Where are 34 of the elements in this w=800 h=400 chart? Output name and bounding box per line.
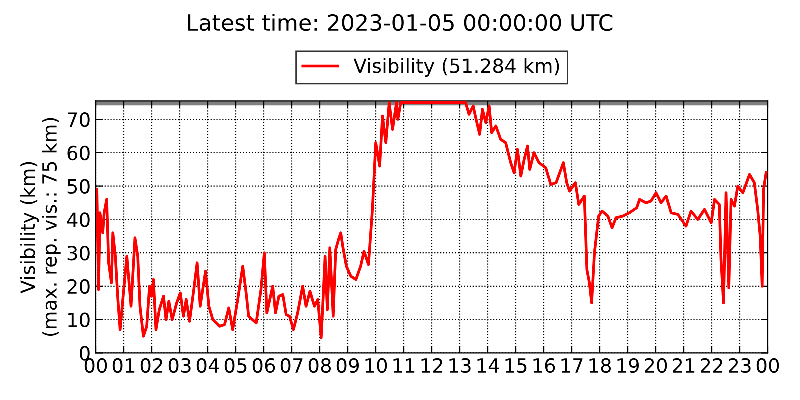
x-tick-label: 17 [562,358,583,373]
x-tick-label: 16 [534,358,556,374]
x-tick-label: 11 [394,358,415,373]
y-tick-label: 50 [68,179,90,194]
x-tick-label: 04 [196,358,220,374]
x-tick-label: 05 [224,358,247,374]
x-tick-label: 03 [168,358,191,374]
y-tick-label: 30 [68,246,90,261]
y-tick-label: 10 [68,312,90,328]
chart-title: Latest time: 2023-01-05 00:00:00 UTC [188,14,613,32]
x-tick-label: 14 [478,358,500,373]
x-tick-label: 10 [366,358,388,374]
x-tick-label: 02 [140,358,162,374]
y-tick-label: 40 [67,212,90,228]
x-tick-label: 13 [450,358,471,374]
x-tick-label: 23 [729,358,751,374]
x-tick-label: 08 [308,358,332,374]
y-tick-label: 20 [68,279,90,294]
x-tick-label: 00 [756,358,780,374]
x-tick-label: 18 [590,358,612,374]
y-tick-label: 60 [68,146,90,161]
x-tick-label: 06 [252,358,276,374]
y-axis-title: Visibility (km) (max. rep. vis.: 75 km) [20,118,61,336]
x-tick-label: 15 [506,358,527,374]
x-tick-label: 07 [280,358,303,374]
x-tick-label: 20 [645,358,668,374]
x-tick-label: 09 [336,358,360,374]
x-tick-label: 19 [618,358,640,374]
y-tick-label: 70 [68,112,90,128]
x-tick-label: 21 [673,358,695,373]
x-tick-label: 12 [422,358,442,373]
x-tick-label: 22 [701,358,722,373]
x-tick-label: 01 [112,358,135,374]
legend-label: Visibility (51.284 km) [354,58,560,78]
